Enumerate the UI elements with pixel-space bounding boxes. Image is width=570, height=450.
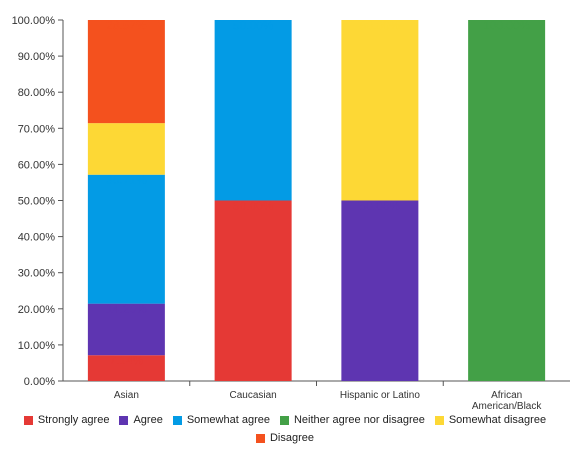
y-tick-label: 10.00% <box>18 340 56 352</box>
x-category-label: Asian <box>114 390 139 401</box>
y-tick-label: 20.00% <box>18 304 56 316</box>
data-label: 100.00% <box>483 18 531 32</box>
bar-segment <box>341 200 419 381</box>
x-category-label: African <box>491 390 522 401</box>
data-label: 50.00% <box>233 199 274 213</box>
data-label: 35.71% <box>106 173 147 187</box>
legend-label: Somewhat agree <box>186 414 270 426</box>
legend-label: Agree <box>133 414 163 426</box>
data-label: 50.00% <box>233 18 274 32</box>
legend-item[interactable]: Somewhat disagree <box>434 414 547 426</box>
bar-segment <box>468 20 546 381</box>
y-tick-label: 30.00% <box>18 268 56 280</box>
data-label: 7.14% <box>109 354 143 368</box>
legend-label: Disagree <box>269 432 315 444</box>
stacked-bar-chart: 0.00% 10.00% 20.00% 30.00% 40.00% 50.00% 60.00… <box>12 15 570 410</box>
legend-label: Neither agree nor disagree <box>293 414 425 426</box>
legend-label: Somewhat disagree <box>448 414 547 426</box>
bar-segment <box>341 20 419 201</box>
bar-segment <box>214 200 292 381</box>
legend-swatch <box>434 415 444 425</box>
legend-item[interactable]: Disagree <box>255 432 315 444</box>
legend: Strongly agree Agree Somewhat agree Neither… <box>0 414 570 444</box>
bar-segment <box>87 20 165 124</box>
x-category-label: Caucasian <box>229 390 276 401</box>
legend-swatch <box>255 433 265 443</box>
bar-segment <box>87 123 165 175</box>
y-tick-label: 50.00% <box>18 196 56 208</box>
legend-swatch <box>172 415 182 425</box>
data-label: 14.29% <box>106 122 147 136</box>
data-label: 28.57% <box>106 18 147 32</box>
x-category-label: Hispanic or Latino <box>340 390 420 401</box>
legend-item[interactable]: Somewhat agree <box>172 414 270 426</box>
data-label: 50.00% <box>360 18 401 32</box>
y-tick-label: 40.00% <box>18 232 56 244</box>
y-tick-label: 80.00% <box>18 87 56 99</box>
legend-swatch <box>279 415 289 425</box>
bar-segment <box>87 355 165 381</box>
legend-swatch <box>23 415 33 425</box>
bar-segment <box>87 174 165 304</box>
y-tick-label: 100.00% <box>12 15 56 27</box>
x-category-label: American/Black <box>472 401 542 410</box>
data-label: 14.29% <box>106 302 147 316</box>
legend-label: Strongly agree <box>37 414 110 426</box>
y-tick-label: 90.00% <box>18 51 56 63</box>
legend-item[interactable]: Strongly agree <box>23 414 110 426</box>
y-tick-label: 60.00% <box>18 159 56 171</box>
bar-segment <box>214 20 292 201</box>
y-tick-label: 0.00% <box>24 376 55 388</box>
bar-segment <box>87 303 165 356</box>
legend-item[interactable]: Neither agree nor disagree <box>279 414 425 426</box>
data-label: 50.00% <box>360 199 401 213</box>
y-tick-label: 70.00% <box>18 123 56 135</box>
legend-item[interactable]: Agree <box>119 414 163 426</box>
legend-swatch <box>119 415 129 425</box>
